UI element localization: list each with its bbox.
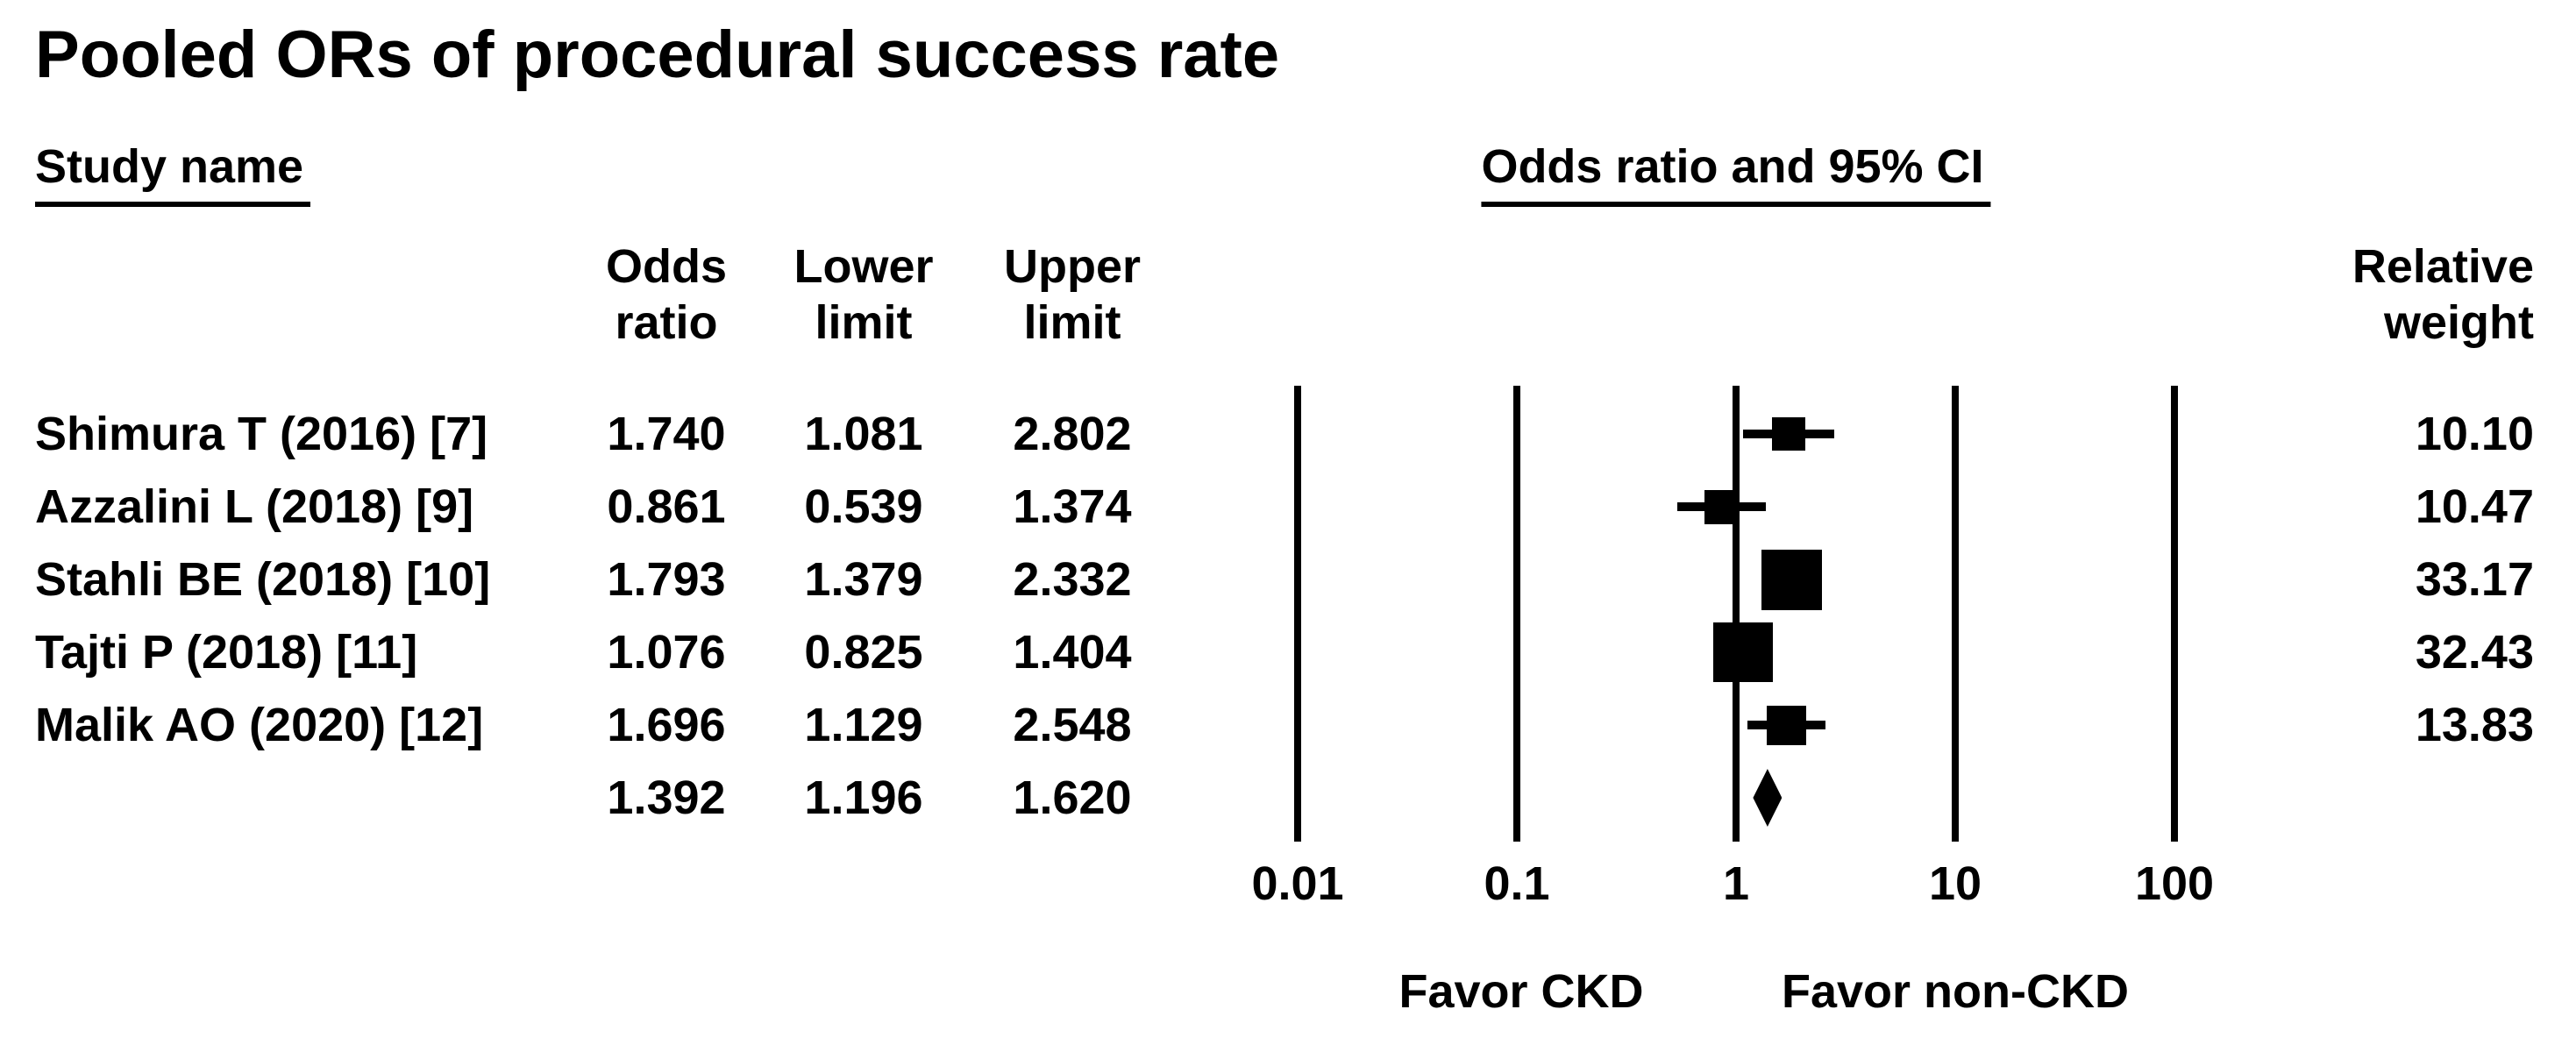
axis-gridline [1294, 386, 1301, 842]
odds-ratio-value: 1.740 [607, 408, 726, 460]
odds-ratio-value: 1.793 [607, 553, 726, 606]
effect-square [1772, 417, 1806, 451]
odds-ratio-column-header: Odds ratio [605, 240, 728, 349]
study-name: Stahli BE (2018) [10] [35, 553, 491, 606]
axis-gridline [1733, 386, 1740, 842]
axis-tick-label: 0.1 [1484, 857, 1550, 910]
upper-limit-value: 2.802 [1013, 408, 1132, 460]
odds-ratio-value: 1.076 [607, 626, 726, 679]
pooled-upper-limit-value: 1.620 [1013, 771, 1132, 824]
study-name: Azzalini L (2018) [9] [35, 480, 474, 533]
axis-tick-label: 0.01 [1251, 857, 1344, 910]
study-name-header: Study name [35, 139, 311, 207]
study-name: Tajti P (2018) [11] [35, 626, 418, 679]
odds-ratio-ci-header: Odds ratio and 95% CI [1481, 139, 1991, 207]
pooled-diamond [1753, 769, 1783, 827]
page-title: Pooled ORs of procedural success rate [35, 18, 1280, 92]
upper-limit-value: 2.332 [1013, 553, 1132, 606]
relative-weight-value: 10.47 [2415, 480, 2534, 533]
favor-non-ckd-label: Favor non-CKD [1782, 965, 2129, 1018]
pooled-odds-ratio-value: 1.392 [607, 771, 726, 824]
lower-limit-value: 1.379 [804, 553, 923, 606]
axis-gridline [2171, 386, 2178, 842]
axis-gridline [1513, 386, 1520, 842]
axis-gridline [1952, 386, 1959, 842]
effect-square [1704, 489, 1740, 524]
relative-weight-value: 32.43 [2415, 626, 2534, 679]
effect-square [1766, 705, 1806, 745]
axis-tick-label: 100 [2134, 857, 2215, 910]
upper-limit-value: 1.404 [1013, 626, 1132, 679]
relative-weight-value: 13.83 [2415, 699, 2534, 751]
relative-weight-column-header: Relative weight [2352, 240, 2534, 349]
favor-ckd-label: Favor CKD [1398, 965, 1644, 1018]
upper-limit-value: 2.548 [1013, 699, 1132, 751]
lower-limit-column-header: Lower limit [793, 240, 934, 349]
axis-tick-label: 10 [1928, 857, 1982, 910]
relative-weight-value: 33.17 [2415, 553, 2534, 606]
axis-tick-label: 1 [1722, 857, 1750, 910]
odds-ratio-value: 1.696 [607, 699, 726, 751]
upper-limit-column-header: Upper limit [1003, 240, 1142, 349]
lower-limit-value: 1.129 [804, 699, 923, 751]
study-name: Malik AO (2020) [12] [35, 699, 484, 751]
effect-square [1712, 622, 1773, 682]
effect-square [1761, 549, 1822, 610]
relative-weight-value: 10.10 [2415, 408, 2534, 460]
pooled-lower-limit-value: 1.196 [804, 771, 923, 824]
lower-limit-value: 0.825 [804, 626, 923, 679]
study-name: Shimura T (2016) [7] [35, 408, 488, 460]
lower-limit-value: 0.539 [804, 480, 923, 533]
lower-limit-value: 1.081 [804, 408, 923, 460]
odds-ratio-value: 0.861 [607, 480, 726, 533]
upper-limit-value: 1.374 [1013, 480, 1132, 533]
